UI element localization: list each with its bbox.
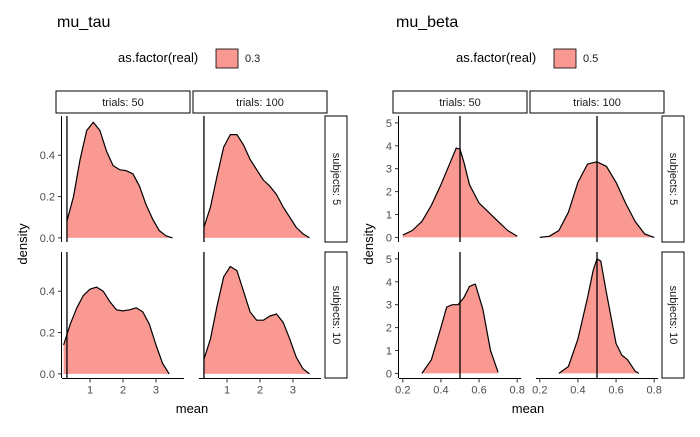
facet-strip-row-label: subjects: 5 bbox=[667, 153, 679, 206]
density-line bbox=[558, 258, 640, 374]
x-tick-label: 0.8 bbox=[647, 385, 662, 397]
x-tick-label: 0.4 bbox=[433, 385, 448, 397]
density-line bbox=[203, 134, 310, 239]
y-tick-label: 3 bbox=[386, 300, 392, 312]
y-tick-label: 2 bbox=[386, 187, 392, 199]
y-tick-label: 0.2 bbox=[40, 328, 55, 340]
density-area bbox=[66, 122, 173, 238]
facet-strip-row-label: subjects: 10 bbox=[330, 286, 342, 345]
y-axis-title: density bbox=[361, 223, 376, 265]
facet-panel: 0 1 2 3 4 5 0.2 0.4 0.6 0.8 bbox=[386, 252, 525, 397]
x-tick-label: 1 bbox=[224, 385, 230, 397]
facet-panel: 0.0 0.2 0.4 1 2 3 bbox=[40, 252, 184, 397]
legend-key bbox=[215, 48, 239, 69]
facet-strip-row bbox=[324, 115, 348, 243]
y-tick-label: 5 bbox=[386, 118, 392, 130]
legend-label: 0.3 bbox=[245, 53, 260, 65]
facet-strip-col-label: trials: 50 bbox=[102, 97, 144, 109]
y-tick-label: 2 bbox=[386, 323, 392, 335]
x-axis-title: mean bbox=[176, 401, 209, 416]
facet-strip-col bbox=[392, 90, 528, 114]
plot-title: mu_beta bbox=[396, 14, 458, 31]
facet-strip-row bbox=[661, 251, 685, 379]
x-axis-title: mean bbox=[512, 401, 545, 416]
facet-panel bbox=[539, 116, 655, 242]
facet-strip-col-label: trials: 100 bbox=[573, 97, 621, 109]
facet-panel: 0.2 0.4 0.6 0.8 bbox=[532, 252, 662, 397]
x-tick-label: 0.2 bbox=[395, 385, 410, 397]
y-tick-label: 3 bbox=[386, 164, 392, 176]
x-tick-label: 0.6 bbox=[608, 385, 623, 397]
y-tick-label: 1 bbox=[386, 210, 392, 222]
y-tick-label: 0 bbox=[386, 232, 392, 244]
legend-title: as.factor(real) bbox=[118, 50, 198, 65]
legend-label: 0.5 bbox=[583, 53, 598, 65]
y-tick-label: 0.2 bbox=[40, 192, 55, 204]
y-tick-label: 4 bbox=[386, 141, 392, 153]
x-tick-label: 0.4 bbox=[570, 385, 585, 397]
facet-strip-row-label: subjects: 10 bbox=[667, 286, 679, 345]
x-tick-label: 2 bbox=[120, 385, 126, 397]
legend-title: as.factor(real) bbox=[456, 50, 536, 65]
legend-key bbox=[553, 48, 577, 69]
x-tick-label: 2 bbox=[257, 385, 263, 397]
facet-strip-col bbox=[529, 90, 665, 114]
y-tick-label: 0.4 bbox=[40, 286, 55, 298]
x-tick-label: 3 bbox=[290, 385, 296, 397]
facet-panel bbox=[203, 116, 310, 242]
facet-panel: 1 2 3 bbox=[199, 252, 321, 397]
facet-strip-col-label: trials: 100 bbox=[236, 97, 284, 109]
plot-title: mu_tau bbox=[57, 14, 110, 31]
y-tick-label: 4 bbox=[386, 277, 392, 289]
y-axis-title: density bbox=[15, 223, 30, 265]
density-line bbox=[203, 265, 310, 375]
facet-panel: 0 1 2 3 4 5 bbox=[386, 116, 518, 244]
x-tick-label: 0.8 bbox=[510, 385, 525, 397]
y-tick-label: 0 bbox=[386, 368, 392, 380]
y-tick-label: 0.4 bbox=[40, 150, 55, 162]
facet-panel: 0.0 0.2 0.4 bbox=[40, 116, 173, 245]
y-tick-label: 0.0 bbox=[40, 233, 55, 245]
chart-mu-beta: mu_beta as.factor(real) 0.5 mean density… bbox=[361, 14, 685, 416]
density-line bbox=[421, 283, 499, 374]
facet-strip-row bbox=[324, 251, 348, 379]
density-area bbox=[203, 134, 310, 238]
x-tick-label: 0.2 bbox=[532, 385, 547, 397]
facet-strip-row bbox=[661, 115, 685, 243]
y-tick-label: 1 bbox=[386, 346, 392, 358]
density-area bbox=[63, 287, 170, 374]
x-tick-label: 0.6 bbox=[471, 385, 486, 397]
facet-strip-col bbox=[192, 90, 328, 114]
x-tick-label: 3 bbox=[153, 385, 159, 397]
density-line bbox=[63, 286, 170, 375]
facet-strip-row-label: subjects: 5 bbox=[330, 153, 342, 206]
x-tick-label: 1 bbox=[87, 385, 93, 397]
facet-strip-col bbox=[55, 90, 191, 114]
chart-mu-tau: mu_tau as.factor(real) 0.3 mean density … bbox=[15, 14, 348, 416]
density-line bbox=[66, 121, 173, 239]
y-tick-label: 5 bbox=[386, 254, 392, 266]
density-area bbox=[558, 258, 639, 374]
y-tick-label: 0.0 bbox=[40, 369, 55, 381]
facet-strip-col-label: trials: 50 bbox=[439, 97, 481, 109]
